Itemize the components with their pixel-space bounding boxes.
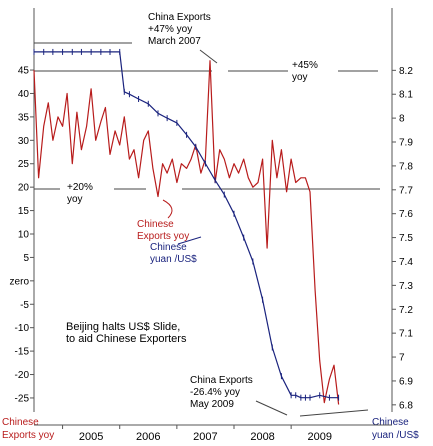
peak-annotation-line-1: China Exports — [148, 12, 211, 23]
right-tick-label: 7.1 — [399, 329, 413, 340]
right-tick-label: 6.9 — [399, 376, 413, 387]
right-tick-label: 7.6 — [399, 209, 413, 220]
plus45-annotation-line-2: yoy — [292, 72, 308, 83]
low-annotation-line-2: -26.4% yoy — [190, 387, 240, 398]
x-tick-label: 2007 — [193, 431, 217, 443]
x-tick-label: 2008 — [250, 431, 274, 443]
right-tick-label: 7 — [399, 353, 405, 364]
left-tick-label: 20 — [18, 183, 30, 194]
headline-line-1: Beijing halts US$ Slide, — [66, 321, 180, 333]
series-layer — [33, 48, 340, 405]
right-axis: 8.2 8.1 8 7.9 7.8 7.7 7.6 7.5 7.4 7.3 7.2 7.1 7 6.9 6.… — [372, 8, 419, 441]
yuan-usd-line — [34, 51, 339, 399]
yuan-axis-arrow — [299, 409, 369, 417]
plus20-annotation-line-2: yoy — [67, 194, 83, 205]
left-tick-label: 35 — [18, 112, 30, 123]
exports-label-arrow — [162, 199, 173, 219]
left-axis: 45 40 35 30 25 20 15 10 5 zero -5 -10 -15 -20 -25 Chine… — [2, 8, 54, 441]
x-tick-label: 2009 — [307, 431, 331, 443]
plus20-annotation-line-1: +20% — [67, 182, 93, 193]
right-tick-label: 7.9 — [399, 138, 413, 149]
right-tick-label: 8 — [399, 114, 405, 125]
exports-label-line-2: Exports yoy — [137, 231, 189, 242]
left-axis-title-line-2: Exports yoy — [2, 430, 54, 441]
right-tick-label: 7.4 — [399, 257, 413, 268]
left-tick-label: -10 — [15, 323, 30, 334]
plus45-annotation-line-1: +45% — [292, 60, 318, 71]
right-tick-label: 8.2 — [399, 66, 413, 77]
right-axis-title-line-2: yuan /US$ — [372, 430, 419, 441]
yuan-label-line-1: Chinese — [150, 242, 187, 253]
headline-line-2: to aid Chinese Exporters — [66, 333, 187, 345]
right-tick-label: 6.8 — [399, 400, 413, 411]
x-tick-label: 2006 — [136, 431, 160, 443]
low-annotation-arrow — [255, 400, 288, 416]
left-axis-title-line-1: Chinese — [2, 417, 39, 428]
left-tick-label: -15 — [15, 347, 30, 358]
right-tick-label: 7.3 — [399, 281, 413, 292]
right-tick-label: 7.2 — [399, 305, 413, 316]
left-tick-label: -25 — [15, 393, 30, 404]
low-annotation-line-1: China Exports — [190, 375, 253, 386]
left-tick-label: zero — [10, 276, 30, 287]
yuan-label-line-2: yuan /US$ — [150, 254, 197, 265]
right-tick-label: 7.8 — [399, 161, 413, 172]
left-tick-label: 15 — [18, 206, 30, 217]
right-tick-label: 7.7 — [399, 185, 413, 196]
x-tick-label: 2005 — [79, 431, 103, 443]
right-axis-title-line-1: Chinese — [372, 417, 409, 428]
x-axis: 2005 2006 2007 2008 2009 — [34, 424, 392, 443]
low-annotation-line-3: May 2009 — [190, 399, 234, 410]
right-tick-label: 7.5 — [399, 233, 413, 244]
exports-yoy-line — [33, 60, 340, 405]
right-tick-label: 8.1 — [399, 90, 413, 101]
left-tick-label: 10 — [18, 230, 30, 241]
yuan-label-arrow — [177, 236, 202, 245]
reference-lines — [34, 42, 380, 190]
left-tick-label: -20 — [15, 370, 30, 381]
left-tick-label: 45 — [18, 66, 30, 77]
peak-annotation-arrow — [199, 49, 218, 64]
left-tick-label: 30 — [18, 136, 30, 147]
left-tick-label: 25 — [18, 159, 30, 170]
peak-annotation-line-3: March 2007 — [148, 36, 201, 47]
exports-label-line-1: Chinese — [137, 219, 174, 230]
peak-annotation-line-2: +47% yoy — [148, 24, 192, 35]
left-tick-label: 5 — [23, 253, 29, 264]
left-tick-label: -5 — [20, 300, 29, 311]
left-tick-label: 40 — [18, 89, 30, 100]
